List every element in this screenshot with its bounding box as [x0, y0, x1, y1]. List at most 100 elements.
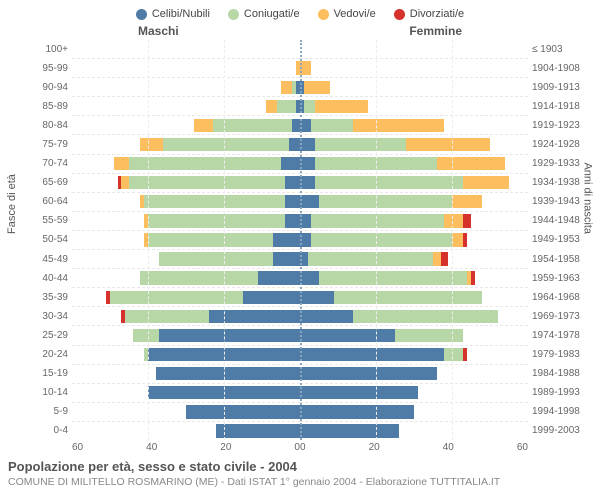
- bar-segment: [300, 138, 315, 151]
- bar-segment: [300, 271, 319, 284]
- bar-segment: [441, 252, 449, 265]
- bar-row: [72, 155, 300, 174]
- bar-row: [72, 288, 300, 307]
- bar-segment: [304, 100, 315, 113]
- bar-row: [72, 59, 300, 78]
- chart-subtitle: COMUNE DI MILITELLO ROSMARINO (ME) - Dat…: [8, 476, 592, 488]
- bar-row: [300, 384, 528, 403]
- bar-segment: [159, 329, 300, 342]
- bar-segment: [129, 157, 281, 170]
- x-tick: 0: [300, 442, 306, 453]
- bar-segment: [463, 214, 471, 227]
- bar-segment: [216, 424, 300, 437]
- bar-segment: [243, 291, 300, 304]
- male-half: [72, 40, 300, 440]
- bar-segment: [311, 214, 444, 227]
- age-tick: 25-29: [8, 326, 68, 345]
- bar-row: [72, 307, 300, 326]
- bar-segment: [300, 176, 315, 189]
- legend-swatch: [394, 9, 405, 20]
- bar-row: [72, 116, 300, 135]
- age-tick: 30-34: [8, 307, 68, 326]
- bar-segment: [121, 176, 129, 189]
- bar-row: [300, 403, 528, 422]
- bar-segment: [300, 367, 437, 380]
- bar-segment: [437, 157, 505, 170]
- x-ticks-right: 0204060: [300, 442, 528, 453]
- legend-swatch: [136, 9, 147, 20]
- bar-segment: [463, 348, 467, 361]
- age-tick: 85-89: [8, 97, 68, 116]
- age-tick: 35-39: [8, 288, 68, 307]
- bar-segment: [311, 233, 452, 246]
- age-tick: 90-94: [8, 78, 68, 97]
- bar-row: [300, 288, 528, 307]
- birth-tick: 1924-1928: [532, 135, 592, 154]
- header-male: Maschi: [138, 24, 179, 38]
- bar-segment: [300, 291, 334, 304]
- bar-row: [300, 116, 528, 135]
- y-axis-birth: ≤ 19031904-19081909-19131914-19181919-19…: [528, 40, 592, 440]
- bar-segment: [133, 329, 160, 342]
- bar-row: [300, 346, 528, 365]
- x-tick: 20: [220, 442, 231, 453]
- age-tick: 75-79: [8, 135, 68, 154]
- birth-tick: 1914-1918: [532, 97, 592, 116]
- birth-tick: 1974-1978: [532, 326, 592, 345]
- bar-segment: [114, 157, 129, 170]
- bar-segment: [140, 271, 258, 284]
- bar-row: [72, 212, 300, 231]
- bar-row: [72, 422, 300, 440]
- chart-title: Popolazione per età, sesso e stato civil…: [8, 459, 592, 474]
- legend-label: Coniugati/e: [244, 8, 300, 20]
- x-axis: 6040200 0204060: [8, 442, 592, 453]
- age-tick: 0-4: [8, 421, 68, 440]
- legend-label: Vedovi/e: [334, 8, 376, 20]
- bar-segment: [300, 310, 353, 323]
- female-half: [300, 40, 528, 440]
- bar-segment: [129, 176, 285, 189]
- bar-row: [72, 193, 300, 212]
- bar-segment: [334, 291, 482, 304]
- bar-row: [300, 231, 528, 250]
- bar-row: [72, 346, 300, 365]
- bar-segment: [304, 81, 331, 94]
- bar-segment: [315, 100, 368, 113]
- y-axis-left-label: Fasce di età: [6, 174, 18, 234]
- birth-tick: 1964-1968: [532, 288, 592, 307]
- x-tick: 60: [517, 442, 528, 453]
- birth-tick: 1959-1963: [532, 269, 592, 288]
- bar-row: [72, 250, 300, 269]
- bar-row: [300, 135, 528, 154]
- bar-segment: [300, 329, 395, 342]
- bar-row: [300, 40, 528, 59]
- legend-item: Divorziati/e: [394, 8, 464, 20]
- bar-segment: [300, 348, 444, 361]
- age-tick: 10-14: [8, 383, 68, 402]
- bar-segment: [285, 195, 300, 208]
- birth-tick: 1994-1998: [532, 402, 592, 421]
- bar-segment: [292, 119, 300, 132]
- birth-tick: 1954-1958: [532, 250, 592, 269]
- grid-line: [452, 40, 453, 440]
- legend: Celibi/Nubili Coniugati/e Vedovi/e Divorzia…: [8, 8, 592, 20]
- x-tick: 60: [72, 442, 83, 453]
- bar-segment: [444, 214, 463, 227]
- bar-segment: [140, 138, 163, 151]
- bar-row: [300, 250, 528, 269]
- birth-tick: 1999-2003: [532, 421, 592, 440]
- bar-row: [72, 403, 300, 422]
- legend-label: Celibi/Nubili: [152, 8, 210, 20]
- bar-segment: [452, 233, 463, 246]
- bar-segment: [273, 252, 300, 265]
- age-tick: 80-84: [8, 116, 68, 135]
- bar-segment: [281, 81, 292, 94]
- bar-segment: [452, 195, 482, 208]
- bar-row: [300, 422, 528, 440]
- legend-item: Coniugati/e: [228, 8, 300, 20]
- bar-segment: [277, 100, 296, 113]
- legend-item: Vedovi/e: [318, 8, 376, 20]
- age-tick: 40-44: [8, 269, 68, 288]
- bars-area: [72, 40, 528, 440]
- bar-segment: [186, 405, 300, 418]
